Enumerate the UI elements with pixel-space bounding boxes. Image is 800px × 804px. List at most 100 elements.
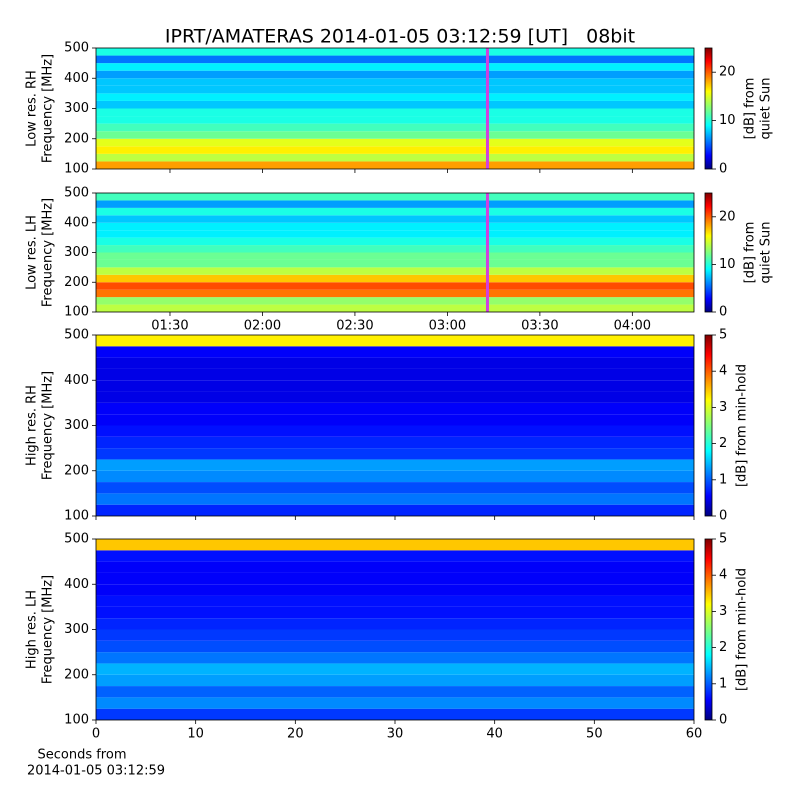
spectrum-band xyxy=(96,207,694,216)
y-tick-label: 100 xyxy=(64,305,89,320)
y-axis-label: Low res. LH xyxy=(25,215,40,290)
spectrum-band xyxy=(96,618,694,630)
colorbar xyxy=(704,47,713,170)
y-tick-label: 500 xyxy=(64,186,89,201)
spectrum-band xyxy=(96,222,694,231)
spectrum-band xyxy=(96,146,694,154)
spectrum-band xyxy=(96,448,694,460)
y-tick-label: 200 xyxy=(64,131,89,146)
x-tick-label: 10 xyxy=(187,727,204,742)
y-tick-label: 400 xyxy=(64,71,89,86)
colorbar-label: [dB] from min-hold xyxy=(735,364,750,487)
spectrum-band xyxy=(96,193,694,201)
colorbar-label: quiet Sun xyxy=(759,77,774,139)
colorbar-tick-label: 0 xyxy=(719,713,727,728)
y-axis-label: High res. LH xyxy=(25,590,40,669)
spectrum-band xyxy=(96,161,694,169)
colorbar-tick-label: 5 xyxy=(719,532,727,547)
spectrum-band xyxy=(96,584,694,596)
spectrum-band xyxy=(96,686,694,698)
colorbar-label: [dB] from xyxy=(743,222,758,284)
colorbar-tick-label: 1 xyxy=(719,676,727,691)
spectrum-band xyxy=(96,470,694,483)
spectrum-band xyxy=(96,346,694,358)
spectrum-band xyxy=(96,368,694,381)
spectrum-band xyxy=(96,640,694,653)
y-tick-label: 300 xyxy=(64,622,89,637)
spectrum-band xyxy=(96,100,694,109)
spectrum-band xyxy=(96,482,694,494)
colorbar-tick-label: 3 xyxy=(719,400,727,415)
x-tick-label: 50 xyxy=(586,727,603,742)
y-tick-label: 400 xyxy=(64,215,89,230)
colorbar-tick-label: 4 xyxy=(719,364,727,379)
x-tick-label: 03:30 xyxy=(521,319,558,334)
y-axis-label: Frequency [MHz] xyxy=(41,575,56,684)
spectrum-band xyxy=(96,629,694,641)
spectrum-band xyxy=(96,674,694,687)
spectrum-band xyxy=(96,116,694,124)
y-axis-label: High res. RH xyxy=(25,385,40,466)
y-axis-label: Frequency [MHz] xyxy=(41,371,56,480)
colorbar-label: [dB] from xyxy=(743,78,758,140)
spectrum-band xyxy=(96,289,694,298)
x-tick-label: 20 xyxy=(287,727,304,742)
y-tick-label: 300 xyxy=(64,418,89,433)
spectrum-band xyxy=(96,335,694,347)
spectrum-band xyxy=(96,131,694,139)
colorbar-tick-label: 2 xyxy=(719,640,727,655)
y-axis-label: Low res. RH xyxy=(25,70,40,147)
y-tick-label: 100 xyxy=(64,713,89,728)
colorbar-tick-label: 4 xyxy=(719,568,727,583)
spectrum-band xyxy=(96,48,694,56)
spectrum-band xyxy=(96,230,694,238)
colorbar-tick-label: 20 xyxy=(719,209,736,224)
colorbar-label: [dB] from min-hold xyxy=(735,568,750,691)
x-tick-label: 0 xyxy=(92,727,100,742)
spectrum-band xyxy=(96,123,694,132)
spectrum-band xyxy=(96,402,694,415)
y-tick-label: 400 xyxy=(64,373,89,388)
y-tick-label: 200 xyxy=(64,275,89,290)
colorbar-tick-label: 0 xyxy=(719,305,727,320)
x-axis-label: Seconds from xyxy=(37,748,126,763)
spectrum-band xyxy=(96,414,694,426)
spectrum-band xyxy=(96,63,694,71)
y-tick-label: 200 xyxy=(64,463,89,478)
spectrum-band xyxy=(96,297,694,305)
spectrum-band xyxy=(96,459,694,471)
spectrum-band xyxy=(96,138,694,147)
y-tick-label: 500 xyxy=(64,532,89,547)
spectrum-band xyxy=(96,606,694,619)
spectrum-band xyxy=(96,539,694,551)
spectrum-band xyxy=(96,357,694,369)
spectrum-band xyxy=(96,697,694,709)
spectrum-band xyxy=(96,153,694,162)
colorbar xyxy=(704,538,713,721)
spectrum-band xyxy=(96,425,694,437)
spectrum-band xyxy=(96,274,694,283)
colorbar xyxy=(704,192,713,313)
colorbar-tick-label: 5 xyxy=(719,328,727,343)
y-tick-label: 500 xyxy=(64,328,89,343)
spectrum-band xyxy=(96,267,694,275)
spectrum-band xyxy=(96,200,694,208)
spectrum-band xyxy=(96,215,694,223)
colorbar-tick-label: 3 xyxy=(719,604,727,619)
x-tick-label: 02:00 xyxy=(244,319,281,334)
y-tick-label: 300 xyxy=(64,101,89,116)
spectrum-band xyxy=(96,93,694,101)
y-tick-label: 100 xyxy=(64,509,89,524)
spectrum-band xyxy=(96,572,694,585)
spectrum-band xyxy=(96,252,694,260)
spectrum-band xyxy=(96,259,694,268)
y-axis-label: Frequency [MHz] xyxy=(41,54,56,163)
y-tick-label: 500 xyxy=(64,41,89,56)
spectrum-band xyxy=(96,391,694,403)
spectrum-band xyxy=(96,70,694,79)
x-tick-label: 01:30 xyxy=(151,319,188,334)
x-tick-label: 02:30 xyxy=(336,319,373,334)
spectrum-band xyxy=(96,78,694,86)
